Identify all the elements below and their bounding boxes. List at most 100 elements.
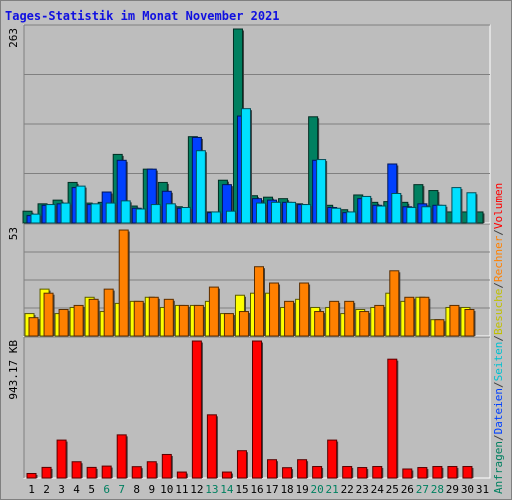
- x-tick-label: 17: [265, 483, 278, 496]
- bar: [421, 206, 432, 224]
- bar: [161, 453, 172, 479]
- bar: [73, 304, 84, 337]
- series-volumen: [26, 340, 474, 479]
- bar: [75, 185, 86, 224]
- x-tick-label: 6: [103, 483, 110, 496]
- bar: [372, 466, 383, 479]
- bar: [361, 195, 372, 224]
- bar: [389, 270, 400, 337]
- panel-3: 943.17 KB: [7, 336, 491, 479]
- legend-separator: /: [492, 229, 505, 236]
- axis-max-label: 53: [7, 227, 20, 240]
- x-tick-label: 8: [133, 483, 140, 496]
- bar: [60, 202, 71, 224]
- bar: [163, 298, 174, 337]
- bar: [148, 296, 159, 337]
- bar: [45, 204, 56, 224]
- bar: [419, 296, 430, 337]
- bar: [26, 472, 37, 479]
- axis-max-label: 943.17 KB: [7, 340, 20, 400]
- bar: [238, 311, 249, 337]
- x-tick-label: 27: [416, 483, 429, 496]
- bar: [284, 300, 295, 337]
- bar: [359, 311, 370, 337]
- bar: [301, 204, 312, 224]
- legend-entry-dateien: Dateien: [492, 388, 505, 434]
- bar: [178, 304, 189, 337]
- bar: [256, 202, 266, 224]
- panel-2: 53: [7, 223, 491, 337]
- bar: [131, 466, 142, 479]
- bar: [43, 292, 54, 337]
- bar: [193, 304, 204, 337]
- bar: [434, 319, 445, 337]
- bar: [376, 205, 387, 224]
- bar: [165, 203, 176, 224]
- x-tick-label: 12: [190, 483, 203, 496]
- x-tick-label: 4: [73, 483, 80, 496]
- bar: [299, 282, 310, 337]
- bar: [464, 309, 475, 337]
- legend-entry-seiten: Seiten: [492, 342, 505, 382]
- x-tick-label: 20: [311, 483, 324, 496]
- x-tick-label: 30: [461, 483, 474, 496]
- bar: [195, 150, 206, 224]
- bar: [342, 466, 353, 479]
- panel-1: 263: [7, 24, 491, 224]
- x-tick-label: 26: [401, 483, 414, 496]
- bar: [404, 296, 415, 337]
- axis-max-label: 263: [7, 28, 20, 48]
- legend: Anfragen/Dateien/Seiten/Besuche/Rechner/…: [492, 183, 505, 494]
- legend-entry-volumen: Volumen: [492, 183, 505, 229]
- bar: [436, 204, 447, 224]
- x-tick-label: 11: [175, 483, 188, 496]
- bar: [90, 203, 101, 224]
- bar: [417, 467, 428, 479]
- bar: [135, 208, 146, 224]
- x-tick-label: 18: [280, 483, 293, 496]
- bar: [71, 461, 82, 479]
- bar: [176, 471, 187, 479]
- x-tick-label: 25: [386, 483, 399, 496]
- bar: [329, 300, 340, 337]
- bar: [221, 471, 232, 479]
- bar: [451, 187, 462, 224]
- bar: [346, 211, 357, 224]
- x-tick-label: 2: [43, 483, 50, 496]
- bar: [462, 466, 473, 479]
- bar: [466, 192, 477, 224]
- bar: [210, 211, 221, 224]
- x-tick-label: 29: [446, 483, 459, 496]
- series-rechner: [28, 229, 476, 337]
- legend-entry-besuche: Besuche: [492, 289, 505, 335]
- bar: [105, 202, 116, 224]
- x-tick-label: 28: [431, 483, 444, 496]
- bar: [206, 414, 217, 479]
- bar: [271, 201, 282, 224]
- legend-separator: /: [492, 434, 505, 441]
- bar: [282, 467, 293, 479]
- x-tick-label: 24: [371, 483, 385, 496]
- x-tick-label: 7: [118, 483, 125, 496]
- bar: [449, 304, 460, 337]
- legend-entry-anfragen: Anfragen: [492, 441, 505, 494]
- x-tick-label: 9: [148, 483, 155, 496]
- bar: [406, 207, 417, 224]
- bar: [225, 210, 236, 224]
- bar: [120, 200, 131, 224]
- bar: [101, 465, 112, 479]
- bar: [312, 466, 323, 479]
- series-seiten: [30, 108, 478, 224]
- bar: [88, 298, 99, 337]
- legend-separator: /: [492, 381, 505, 388]
- bar: [316, 159, 327, 224]
- x-tick-label: 23: [356, 483, 369, 496]
- bar: [56, 439, 67, 479]
- bar: [116, 434, 127, 479]
- bar: [387, 358, 398, 479]
- bar: [208, 286, 219, 337]
- bar: [402, 468, 413, 479]
- x-tick-label: 21: [326, 483, 339, 496]
- bar: [297, 459, 308, 479]
